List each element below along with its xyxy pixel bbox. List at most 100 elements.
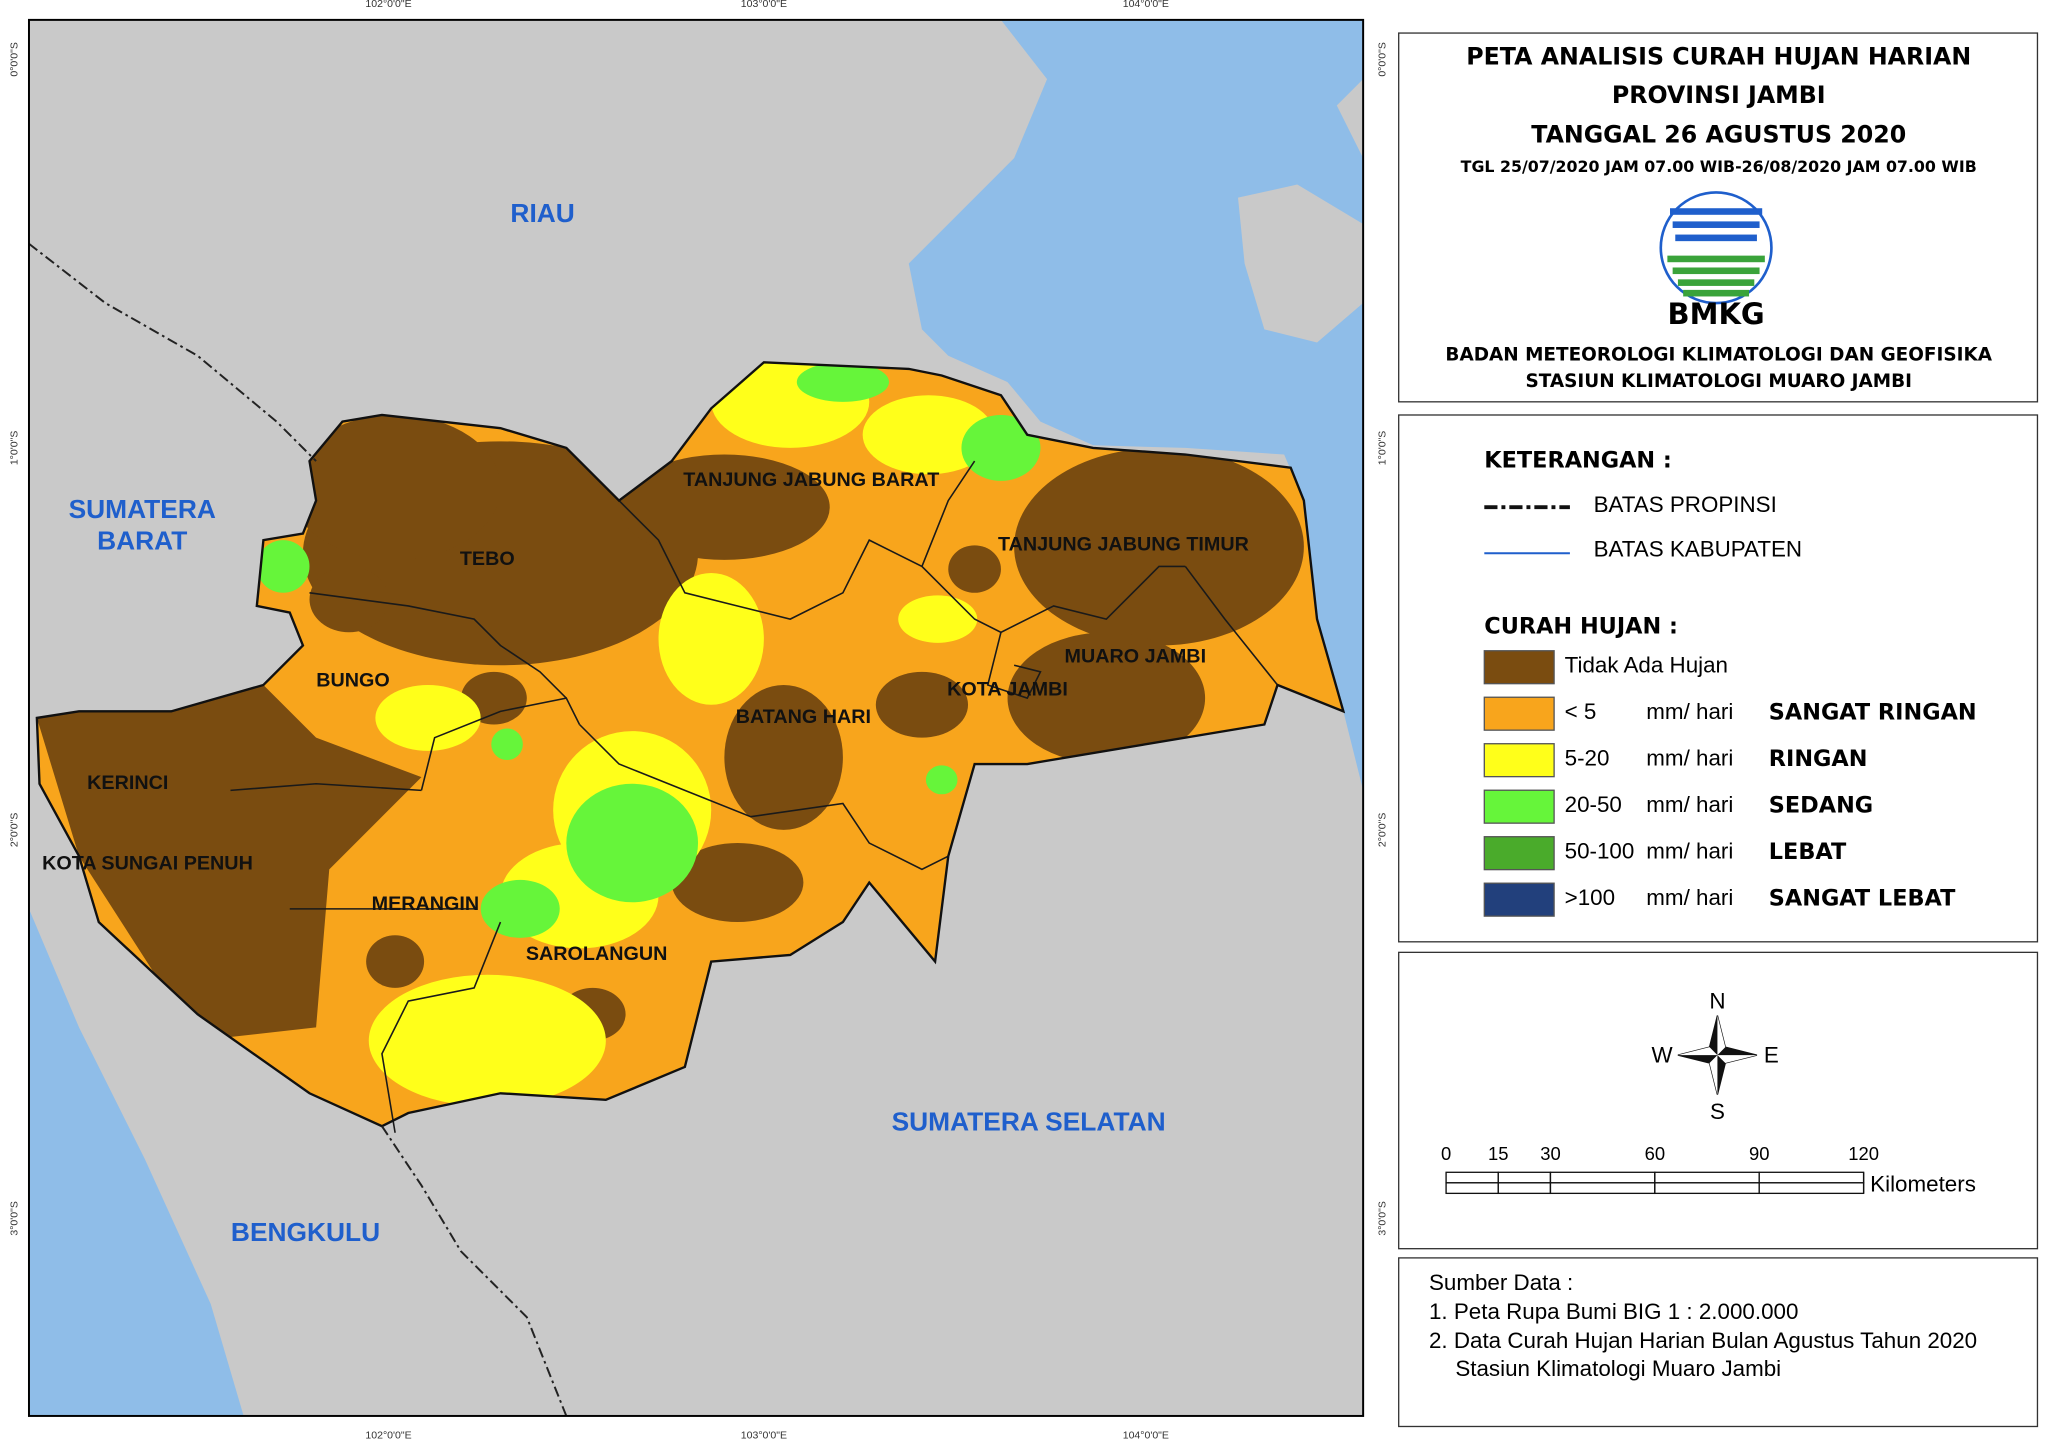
legend-unit: mm/ hari [1646,745,1733,770]
zone [256,540,310,593]
zone [491,728,523,761]
district-boundary [1184,565,1279,686]
scale-segment [1549,1182,1656,1195]
zone [366,935,425,988]
logo-stripe [1670,208,1763,215]
compass [1677,1015,1757,1095]
province-label: SUMATERA [69,494,216,524]
district-label: BUNGO [316,669,390,691]
district-boundary [618,500,1186,634]
scale-segment [1497,1171,1552,1184]
source-item: Stasiun Klimatologi Muaro Jambi [1455,1356,1781,1381]
zone [961,414,1041,481]
map-frame [28,19,1364,1416]
district-label: TEBO [460,548,515,570]
province-boundary [35,361,1346,1128]
zone [898,595,978,643]
logo-stripe [1675,234,1757,242]
scale-tick-label: 60 [1645,1143,1666,1164]
zone [948,545,1001,593]
zone [480,879,560,938]
province-label: SUMATERA SELATAN [892,1107,1166,1137]
zone [724,684,843,830]
logo [1659,191,1773,305]
scale-tick-label: 90 [1749,1143,1770,1164]
agency: BADAN METEOROLOGI KLIMATOLOGI DAN GEOFIS… [1445,345,1992,366]
logo-stripe [1667,255,1765,263]
latitude-label: 1°0'0"S [8,431,20,466]
legend-unit: mm/ hari [1646,885,1733,910]
sea [28,908,244,1416]
legend-range: < 5 [1565,699,1597,724]
legend-category: SANGAT RINGAN [1769,700,1977,726]
zone [619,454,830,560]
legend-swatch [1483,743,1555,778]
legend-swatch [1483,882,1555,917]
legend-range: 20-50 [1565,792,1622,817]
legend-category: RINGAN [1769,746,1868,772]
latitude-label: 3°0'0"S [1377,1201,1389,1236]
logo-text: BMKG [1668,297,1765,331]
latitude-label: 0°0'0"S [8,42,20,77]
legend-swatch [1483,650,1555,685]
zone [1014,447,1304,646]
compass-label: W [1652,1042,1674,1067]
logo-stripe [1672,267,1760,275]
island [1336,79,1364,159]
compass-label: E [1764,1042,1779,1067]
period: TGL 25/07/2020 JAM 07.00 WIB-26/08/2020 … [1461,157,1977,176]
zone [658,573,764,705]
zone [36,684,422,1041]
scale-unit: Kilometers [1870,1171,1976,1196]
source-heading: Sumber Data : [1429,1270,1573,1295]
legend-category: LEBAT [1769,839,1847,865]
island [1238,184,1364,343]
latitude-label: 0°0'0"S [1377,42,1389,77]
legend-swatch [1483,696,1555,731]
latitude-label: 1°0'0"S [1377,431,1389,466]
district-label: KOTA SUNGAI PENUH [42,852,253,874]
legend-unit: mm/ hari [1646,838,1733,863]
scale-tick-label: 15 [1488,1143,1509,1164]
scale-segment [1654,1182,1760,1195]
title: TANGGAL 26 AGUSTUS 2020 [1531,120,1906,148]
district-label: TANJUNG JABUNG BARAT [683,469,939,491]
province-label: BARAT [97,526,187,556]
compass-box [1398,951,2039,1250]
latitude-label: 3°0'0"S [8,1201,20,1236]
legend-range: 50-100 [1565,838,1635,863]
district-boundary [230,782,422,792]
zone [1007,632,1206,765]
longitude-label: 102°0'0"E [365,0,411,10]
district-label: SAROLANGUN [526,943,668,965]
district-boundary [578,723,949,871]
legend-category: SEDANG [1769,793,1873,819]
scale-tick-label: 30 [1540,1143,1561,1164]
district-label: KOTA JAMBI [947,678,1068,700]
latitude-label: 2°0'0"S [8,813,20,848]
district-boundary [986,632,1042,700]
district-boundary [309,592,567,699]
zone [289,414,501,560]
legend-range: 5-20 [1565,745,1610,770]
legend-swatch [1483,789,1555,824]
logo-stripe [1683,289,1750,297]
legend-swatch [1483,836,1555,871]
logo-stripe [1672,221,1760,228]
district-label: TANJUNG JABUNG TIMUR [998,534,1249,556]
zone [671,843,804,923]
longitude-label: 104°0'0"E [1123,1429,1169,1441]
zone [862,395,995,475]
province-label: RIAU [510,198,574,228]
district-boundary [420,697,581,791]
map-border [27,18,1365,1417]
compass-label: N [1709,988,1725,1013]
source-item: 2. Data Curah Hujan Harian Bulan Agustus… [1429,1328,1977,1353]
district-label: MERANGIN [372,893,480,915]
scale-segment [1654,1171,1760,1184]
rainfall-zones [36,362,1344,1127]
compass-label: S [1710,1099,1725,1124]
scale-segment [1445,1182,1499,1195]
